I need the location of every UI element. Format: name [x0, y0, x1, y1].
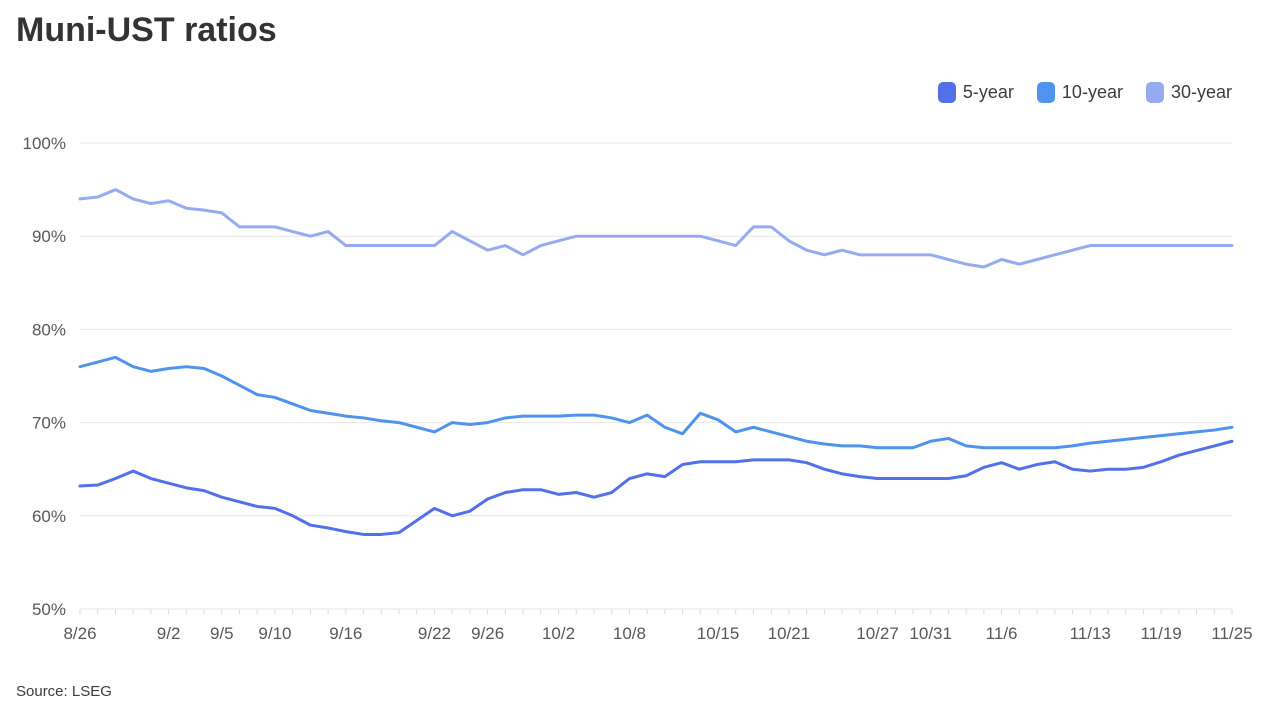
svg-text:9/2: 9/2: [157, 624, 181, 643]
svg-text:10/31: 10/31: [909, 624, 952, 643]
svg-text:11/19: 11/19: [1140, 624, 1181, 643]
svg-text:9/10: 9/10: [258, 624, 291, 643]
svg-text:80%: 80%: [32, 320, 66, 339]
svg-text:10/27: 10/27: [856, 624, 899, 643]
svg-text:9/5: 9/5: [210, 624, 234, 643]
svg-text:90%: 90%: [32, 227, 66, 246]
svg-text:10/2: 10/2: [542, 624, 575, 643]
svg-text:11/25: 11/25: [1211, 624, 1252, 643]
svg-text:9/26: 9/26: [471, 624, 504, 643]
svg-text:11/6: 11/6: [986, 624, 1018, 643]
svg-text:10/15: 10/15: [697, 624, 740, 643]
svg-text:8/26: 8/26: [63, 624, 96, 643]
svg-text:70%: 70%: [32, 414, 66, 433]
svg-text:10/8: 10/8: [613, 624, 646, 643]
svg-text:60%: 60%: [32, 507, 66, 526]
svg-text:11/13: 11/13: [1070, 624, 1111, 643]
svg-text:9/22: 9/22: [418, 624, 451, 643]
svg-text:9/16: 9/16: [329, 624, 362, 643]
svg-text:50%: 50%: [32, 600, 66, 619]
svg-text:10/21: 10/21: [768, 624, 811, 643]
svg-text:100%: 100%: [23, 134, 66, 153]
